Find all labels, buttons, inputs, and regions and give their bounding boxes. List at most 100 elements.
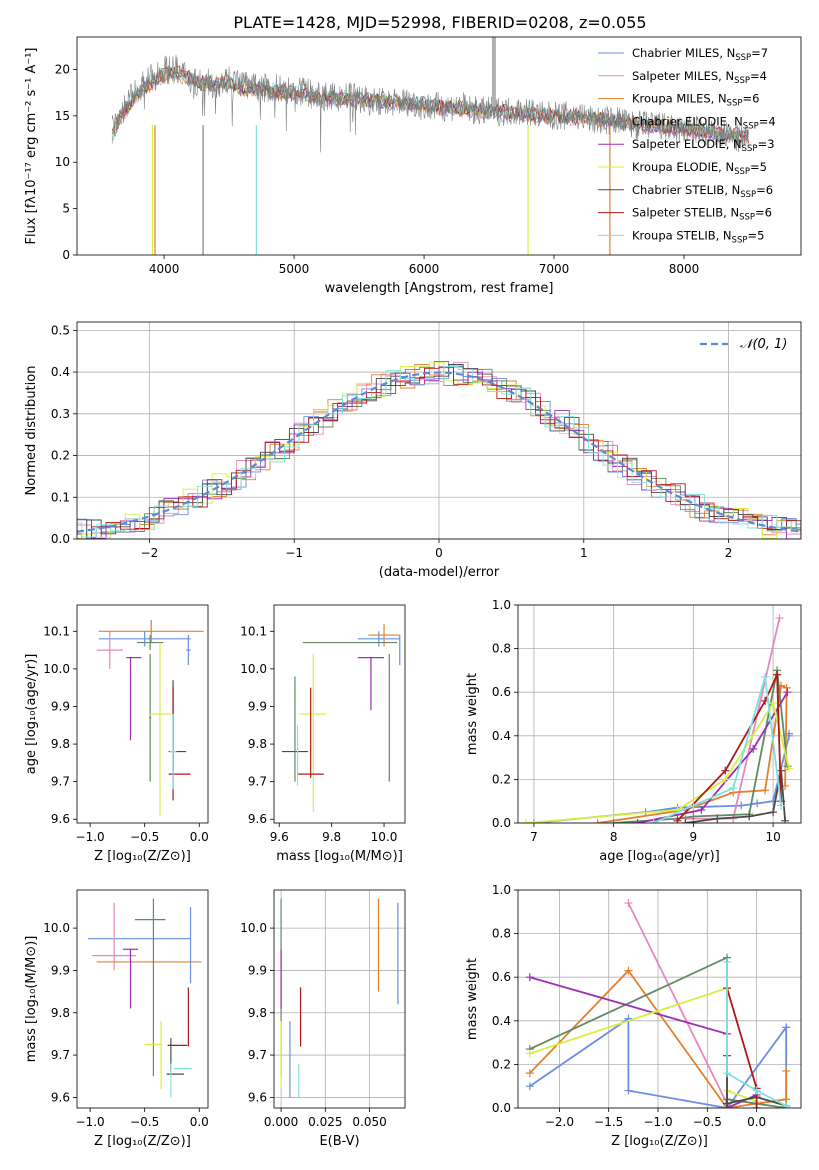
- x-tick-label: −0.5: [130, 830, 159, 844]
- series-group: [525, 899, 791, 1108]
- series-line: [726, 987, 758, 1108]
- series-marker: [721, 775, 730, 784]
- x-tick-label: −0.5: [130, 1115, 159, 1129]
- axes-mass-vs-EBV: 0.000 0.025 0.050 9.6 9.7 9.8 9.9 10.0 E(B-V): [240, 889, 406, 1149]
- series-marker: [529, 819, 538, 823]
- series-marker: [783, 688, 792, 697]
- axes-frame: [76, 36, 802, 256]
- series-marker: [689, 812, 698, 821]
- y-tick-label: 1.0: [492, 883, 511, 897]
- y-axis-label: mass [log₁₀(M/M⊙)]: [24, 936, 39, 1063]
- series-line: [726, 1055, 787, 1107]
- x-tick-label: 10.0: [371, 830, 398, 844]
- y-tick-label: 0.4: [51, 365, 70, 379]
- x-tick-label: 0.0: [190, 1115, 209, 1129]
- y-tick-label: 0.8: [492, 927, 511, 941]
- y-tick-label: 0.0: [51, 532, 70, 546]
- axes-age-vs-Z: −1.0 −0.5 0.0 9.6 9.7 9.8 9.9 10.0 10.1 Z [log₁₀(…: [24, 604, 209, 864]
- series-group: [521, 614, 794, 823]
- series-marker: [752, 1086, 761, 1095]
- series-line: [613, 670, 789, 823]
- x-tick-label: 0: [435, 546, 443, 560]
- y-axis-label: age [log₁₀(age/yr)]: [24, 654, 39, 775]
- y-tick-label: 0.6: [492, 970, 511, 984]
- y-tick-label: 9.7: [51, 1048, 70, 1062]
- y-tick-label: 0.2: [51, 449, 70, 463]
- y-tick-label: 0.3: [51, 407, 70, 421]
- axes-residuals: −2 −1 0 1 2 0.0 0.1 0.2 0.3 0.4 0.5 (data-model)/er…: [24, 321, 802, 580]
- series-line: [637, 691, 789, 823]
- histogram-step: [77, 366, 801, 538]
- axes-age-vs-mass: 9.6 9.8 10.0 9.6 9.7 9.8 9.9 10.0 10.1 mass [log₁…: [240, 604, 406, 864]
- errorbar-group: [281, 623, 401, 812]
- y-tick-label: 1.0: [492, 598, 511, 612]
- axes-frame: [76, 889, 209, 1109]
- x-axis-label: Z [log₁₀(Z/Z⊙)]: [94, 849, 191, 864]
- y-tick-label: 9.8: [248, 1006, 267, 1020]
- series-marker: [525, 1069, 534, 1078]
- x-tick-label: 9.6: [270, 830, 289, 844]
- x-tick-label: −1.0: [76, 1115, 105, 1129]
- data-spectrum-line: [111, 54, 750, 153]
- series-marker: [761, 786, 770, 795]
- x-tick-label: 7: [530, 830, 538, 844]
- series-marker: [769, 808, 778, 817]
- series-marker: [773, 670, 782, 679]
- series-marker: [697, 805, 706, 814]
- x-tick-label: −2: [141, 546, 159, 560]
- series-line: [685, 770, 786, 823]
- y-tick-label: 9.6: [51, 1090, 70, 1104]
- x-tick-label: 0.050: [352, 1115, 386, 1129]
- series-marker: [521, 819, 530, 823]
- y-tick-label: 10.0: [43, 662, 70, 676]
- series-marker: [782, 1066, 791, 1075]
- y-tick-label: 0.5: [51, 323, 70, 337]
- spectrum-legend: Chabrier MILES, NSSP=7 Salpeter MILES, NS…: [598, 46, 776, 245]
- y-tick-label: 9.8: [248, 737, 267, 751]
- y-axis-label: Flux [fλ10⁻¹⁷ erg cm⁻² s⁻¹ A⁻¹]: [24, 48, 39, 245]
- errorbar-group: [87, 898, 202, 1098]
- y-tick-label: 10.0: [43, 921, 70, 935]
- x-axis-label: Z [log₁₀(Z/Z⊙)]: [611, 1134, 708, 1149]
- y-tick-label: 15: [55, 109, 70, 123]
- x-tick-label: 0.000: [264, 1115, 298, 1129]
- series-marker: [749, 744, 758, 753]
- series-marker: [782, 1101, 791, 1108]
- histogram-step: [77, 363, 801, 539]
- series-marker: [745, 812, 754, 821]
- histogram-group: [77, 361, 801, 539]
- x-tick-label: 2: [725, 546, 733, 560]
- series-line: [529, 1016, 788, 1108]
- y-tick-label: 0.4: [492, 729, 511, 743]
- series-line: [627, 902, 728, 1104]
- series-marker: [723, 1069, 732, 1078]
- series-marker: [782, 1023, 791, 1032]
- x-tick-label: 0.0: [190, 830, 209, 844]
- x-tick-label: 5000: [279, 262, 310, 276]
- y-tick-label: 9.9: [248, 699, 267, 713]
- x-tick-label: 6000: [409, 262, 440, 276]
- y-tick-label: 0.2: [492, 1057, 511, 1071]
- y-tick-label: 10.1: [240, 624, 267, 638]
- axes-weight-vs-Z: −2.0 −1.5 −1.0 −0.5 0.0 0.0 0.2 0.4 0.6 0.8 1.0 Z […: [465, 883, 802, 1149]
- y-tick-label: 5: [62, 202, 70, 216]
- x-tick-label: 9.8: [322, 830, 341, 844]
- series-marker: [723, 957, 732, 966]
- series-line: [529, 986, 757, 1103]
- x-tick-label: 8000: [669, 262, 700, 276]
- series-marker: [737, 801, 746, 810]
- x-tick-label: −2.0: [545, 1115, 574, 1129]
- x-axis-label: E(B-V): [319, 1134, 359, 1149]
- axes-weight-vs-age: 7 8 9 10 0.0 0.2 0.4 0.6 0.8 1.0 age [log₁₀(age/yr…: [465, 598, 802, 864]
- x-axis-label: Z [log₁₀(Z/Z⊙)]: [94, 1134, 191, 1149]
- series-marker: [729, 784, 738, 793]
- y-tick-label: 0.2: [492, 772, 511, 786]
- series-marker: [525, 1082, 534, 1091]
- x-tick-label: −1: [285, 546, 303, 560]
- y-tick-label: 9.6: [248, 812, 267, 826]
- histogram-step: [77, 361, 801, 539]
- series-marker: [729, 814, 738, 823]
- axes-frame: [517, 889, 802, 1109]
- series-marker: [624, 899, 633, 908]
- series-marker: [721, 766, 730, 775]
